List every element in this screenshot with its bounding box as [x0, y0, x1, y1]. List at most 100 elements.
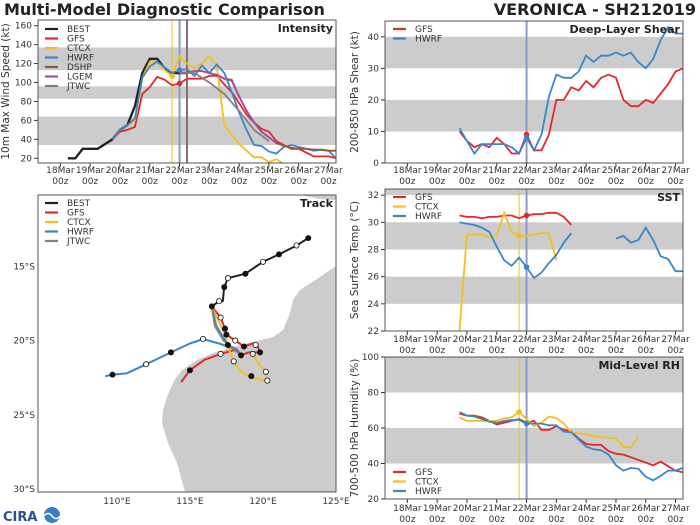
intensity-panel: 2040608010012014016018Mar00z19Mar00z20Ma…	[0, 19, 343, 187]
x-tick-label: 19Mar	[423, 166, 452, 176]
lat-tick-label: 20°S	[13, 337, 35, 347]
legend-label: GFS	[415, 25, 433, 35]
x-tick-label: 20Mar	[453, 335, 482, 345]
x-tick-sublabel: 00z	[320, 177, 336, 187]
series-ctcx-line	[458, 210, 558, 331]
x-tick-label: 22Mar	[512, 335, 541, 345]
legend-label: CTCX	[415, 203, 439, 213]
x-tick-sublabel: 00z	[608, 177, 624, 187]
x-tick-label: 27Mar	[661, 504, 690, 514]
series-lgem-line	[179, 70, 277, 144]
x-tick-label: 24Mar	[572, 166, 601, 176]
y-tick-label: 22	[368, 327, 379, 337]
x-tick-label: 24Mar	[572, 335, 601, 345]
lat-tick-label: 15°S	[13, 262, 35, 272]
series-hwrf-marker	[523, 264, 530, 270]
legend-item-lgem: LGEM	[45, 73, 92, 83]
x-tick-sublabel: 00z	[459, 177, 475, 187]
series-ctcx-marker	[516, 233, 522, 239]
y-tick-label: 80	[368, 389, 380, 399]
x-tick-label: 20Mar	[453, 504, 482, 514]
shaded-band	[385, 99, 683, 132]
y-tick-label: 30	[368, 218, 380, 228]
cira-logo: CIRA	[3, 507, 61, 525]
x-tick-label: 18Mar	[46, 166, 75, 176]
series-gfs-marker	[176, 80, 183, 87]
x-tick-sublabel: 00z	[399, 177, 415, 187]
x-tick-label: 26Mar	[285, 166, 314, 176]
track-best-marker	[259, 258, 266, 265]
x-tick-label: 22Mar	[512, 166, 541, 176]
y-axis-label: 10m Max Wind Speed (kt)	[0, 23, 12, 159]
legend-label: CTCX	[415, 478, 439, 488]
x-tick-sublabel: 00z	[52, 177, 68, 187]
y-tick-label: 40	[21, 135, 33, 145]
x-tick-sublabel: 00z	[429, 515, 445, 525]
series-gfs-marker	[523, 212, 530, 219]
legend-item-ctcx: CTCX	[45, 218, 91, 228]
shaded-band	[385, 222, 683, 250]
storm-title: VERONICA - SH212019	[494, 0, 696, 19]
australia-landmass	[162, 266, 336, 492]
x-tick-sublabel: 00z	[638, 515, 654, 525]
legend-item-hwrf: HWRF	[45, 228, 94, 238]
legend-label: GFS	[415, 193, 433, 203]
legend-item-gfs: GFS	[45, 209, 85, 219]
lon-tick-label: 120°E	[249, 497, 277, 507]
x-tick-sublabel: 00z	[548, 346, 564, 356]
shaded-band	[385, 428, 683, 464]
x-tick-label: 21Mar	[483, 504, 512, 514]
legend-label: HWRF	[415, 487, 442, 497]
x-tick-label: 21Mar	[136, 166, 165, 176]
y-tick-label: 0	[373, 159, 379, 169]
sst-frame	[384, 188, 684, 332]
x-tick-sublabel: 00z	[638, 177, 654, 187]
y-tick-label: 20	[368, 495, 380, 505]
y-tick-label: 32	[368, 191, 379, 201]
y-tick-label: 24	[368, 300, 380, 310]
legend-label: HWRF	[67, 54, 94, 64]
lon-tick-label: 115°E	[176, 497, 204, 507]
y-tick-label: 140	[15, 41, 32, 51]
track-gfs-marker	[186, 367, 193, 374]
y-tick-label: 28	[368, 245, 380, 255]
legend-label: DSHP	[67, 63, 92, 73]
x-tick-sublabel: 00z	[578, 515, 594, 525]
x-tick-label: 25Mar	[602, 166, 631, 176]
figure-title: Multi-Model Diagnostic Comparison	[4, 0, 325, 19]
x-tick-sublabel: 00z	[608, 346, 624, 356]
y-tick-label: 100	[15, 79, 32, 89]
x-tick-sublabel: 00z	[429, 346, 445, 356]
svg-text:CIRA: CIRA	[3, 510, 37, 525]
track-gfs-marker	[238, 352, 245, 359]
legend-label: CTCX	[67, 218, 91, 228]
x-tick-sublabel: 00z	[399, 515, 415, 525]
legend-item-ctcx: CTCX	[393, 478, 439, 488]
x-tick-label: 19Mar	[423, 504, 452, 514]
series-hwrf-marker	[523, 134, 530, 141]
x-tick-sublabel: 00z	[399, 346, 415, 356]
legend-label: JTWC	[66, 82, 90, 92]
series-jtwc-line	[179, 72, 270, 142]
x-tick-label: 23Mar	[195, 166, 224, 176]
legend-label: CTCX	[67, 44, 91, 54]
rh-frame	[384, 356, 684, 500]
x-tick-sublabel: 00z	[578, 346, 594, 356]
series-hwrf-marker	[523, 420, 530, 427]
track-hwrf-marker	[109, 371, 116, 378]
legend-item-gfs: GFS	[393, 193, 433, 203]
x-tick-sublabel: 00z	[112, 177, 128, 187]
legend-item-gfs: GFS	[45, 35, 85, 45]
x-tick-label: 25Mar	[602, 335, 631, 345]
legend-item-ctcx: CTCX	[393, 203, 439, 213]
y-axis-label: Sea Surface Temp (°C)	[349, 201, 361, 319]
x-tick-sublabel: 00z	[489, 177, 505, 187]
sst-panel: 22242628303218Mar00z19Mar00z20Mar00z21Ma…	[349, 188, 690, 356]
track-gfs-marker	[232, 337, 239, 344]
x-tick-sublabel: 00z	[489, 346, 505, 356]
legend-label: LGEM	[67, 73, 92, 83]
x-tick-sublabel: 00z	[667, 346, 683, 356]
legend-item-jtwc: JTWC	[45, 82, 90, 92]
x-tick-sublabel: 00z	[667, 177, 683, 187]
sst-panel-title: SST	[657, 191, 680, 204]
